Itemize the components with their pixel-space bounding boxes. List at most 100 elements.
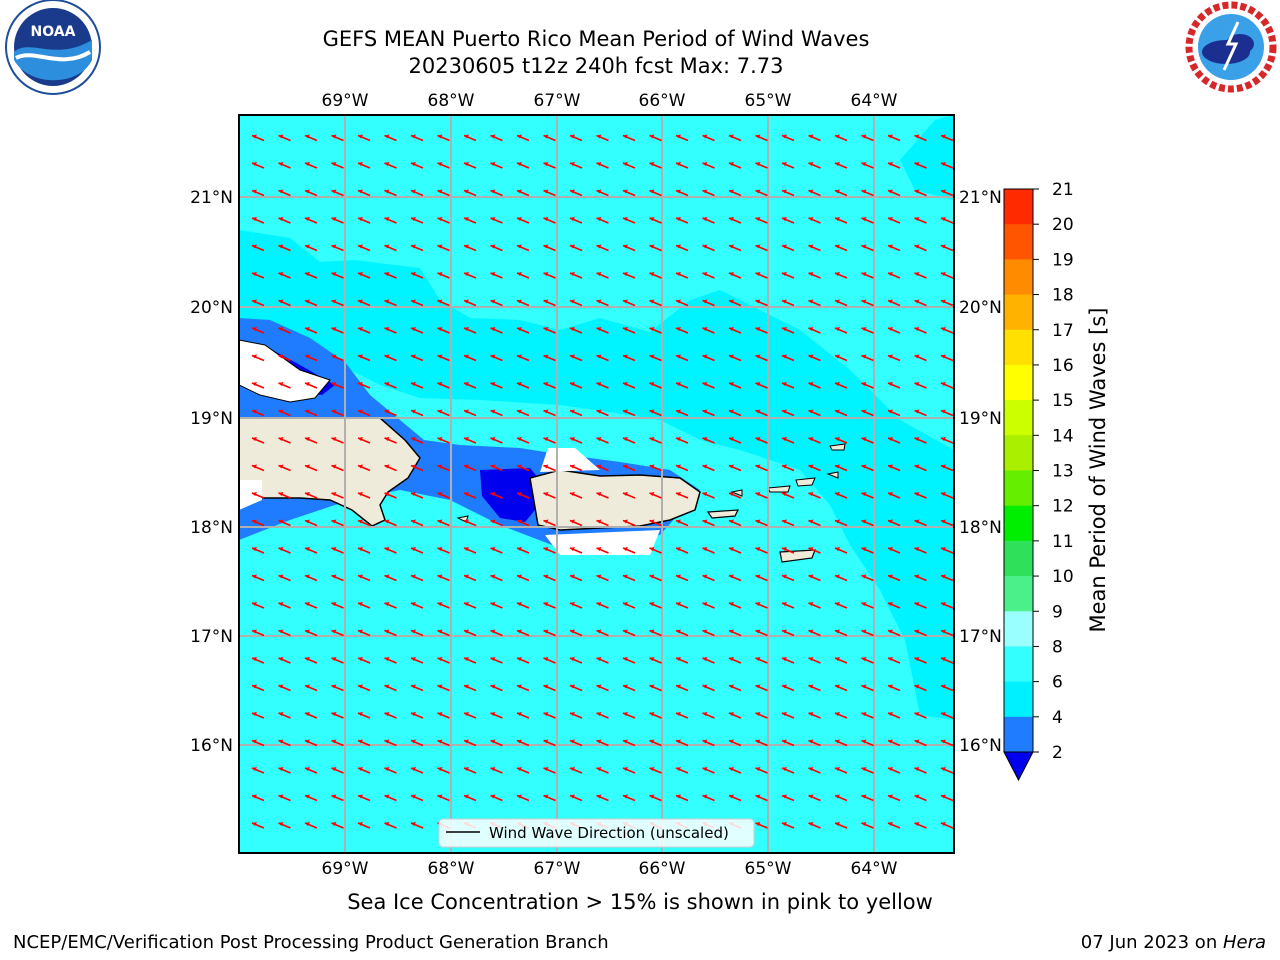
arrow-head	[437, 767, 443, 771]
arrow-head	[543, 354, 549, 359]
land-masses	[239, 339, 846, 563]
arrow-head	[543, 162, 549, 166]
arrow-head	[729, 629, 734, 634]
arrow-head	[411, 767, 416, 771]
arrow-head	[384, 409, 390, 414]
arrow-head	[437, 244, 443, 249]
arrow-head	[596, 767, 602, 771]
arrow-head	[702, 354, 708, 359]
arrow-head	[702, 492, 708, 496]
arrow-head	[464, 684, 469, 689]
arrow-head	[411, 162, 416, 166]
arrow-head	[702, 464, 708, 469]
arrow-head	[914, 464, 920, 469]
arrow-head	[835, 519, 840, 524]
lat-tick-right: 16°N	[959, 736, 1002, 756]
colorbar-tick-label: 9	[1052, 602, 1063, 622]
arrow-head	[941, 602, 946, 606]
arrow-head	[702, 272, 708, 276]
arrow-head	[702, 189, 708, 194]
arrow-head	[649, 409, 655, 414]
arrow-head	[437, 327, 443, 331]
arrow-head	[808, 767, 814, 771]
arrow-head	[517, 547, 522, 551]
arrow-head	[305, 272, 310, 276]
arrow-head	[384, 189, 390, 194]
arrow-head	[543, 409, 549, 414]
arrow-head	[861, 602, 867, 606]
arrow-head	[649, 299, 655, 304]
arrow-head	[782, 189, 787, 194]
arrow-head	[649, 794, 655, 799]
arrow-head	[888, 712, 893, 716]
arrow-head	[941, 327, 946, 331]
arrow-head	[596, 684, 602, 689]
arrow-head	[384, 217, 390, 221]
arrow-head	[914, 437, 920, 441]
arrow-head	[861, 134, 867, 139]
arrow-head	[252, 299, 257, 304]
arrow-head	[676, 327, 681, 331]
arrow-head	[676, 409, 681, 414]
arrow-head	[676, 217, 681, 221]
arrow-head	[517, 657, 522, 661]
arrow-head	[623, 684, 628, 689]
arrow-head	[331, 162, 337, 166]
arrow-head	[941, 519, 946, 524]
arrow-head	[782, 409, 787, 414]
arrow-head	[490, 354, 496, 359]
lon-tick-bottom: 65°W	[745, 859, 792, 879]
colorbar-tick-label: 2	[1052, 743, 1063, 763]
lat-tick-left: 18°N	[190, 518, 233, 538]
colorbar-segment	[1004, 681, 1033, 718]
arrow-head	[782, 299, 787, 304]
arrow-head	[596, 327, 602, 331]
arrow-head	[941, 794, 946, 799]
arrow-head	[384, 574, 390, 579]
arrow-head	[676, 657, 681, 661]
arrow-head	[808, 354, 814, 359]
arrow-head	[570, 464, 575, 469]
lon-tick-top: 64°W	[851, 91, 898, 111]
arrow-head	[517, 684, 522, 689]
arrow-head	[861, 657, 867, 661]
arrow-head	[305, 244, 310, 249]
lon-tick-bottom: 68°W	[428, 859, 475, 879]
arrow-head	[782, 354, 787, 359]
arrow-head	[411, 382, 416, 386]
footer-date: 07 Jun 2023 on Hera	[1081, 932, 1266, 953]
arrow-head	[278, 162, 284, 166]
arrow-legend: Wind Wave Direction (unscaled)	[438, 818, 755, 848]
footer-date-text: 07 Jun 2023 on	[1080, 932, 1223, 953]
arrow-head	[331, 327, 337, 331]
arrow-head	[278, 767, 284, 771]
arrow-head	[490, 492, 496, 496]
arrow-head	[411, 217, 416, 221]
arrow-head	[411, 437, 416, 441]
arrow-head	[941, 299, 946, 304]
arrow-head	[464, 657, 469, 661]
arrow-head	[278, 327, 284, 331]
arrow-head	[278, 244, 284, 249]
arrow-head	[331, 272, 337, 276]
arrow-head	[623, 382, 628, 386]
arrow-head	[888, 134, 893, 139]
arrow-head	[437, 134, 443, 139]
arrow-head	[702, 547, 708, 551]
arrow-head	[808, 794, 814, 799]
arrow-head	[331, 547, 337, 551]
arrow-head	[570, 794, 575, 799]
arrow-head	[517, 492, 522, 496]
arrow-head	[384, 244, 390, 249]
arrow-head	[755, 547, 761, 551]
arrow-head	[570, 492, 575, 496]
arrow-head	[888, 189, 893, 194]
arrow-head	[782, 134, 787, 139]
arrow-head	[914, 189, 920, 194]
colorbar-segment	[1004, 364, 1033, 401]
arrow-head	[676, 382, 681, 386]
arrow-head	[596, 354, 602, 359]
arrow-head	[729, 519, 734, 524]
arrow-head	[278, 409, 284, 414]
arrow-head	[464, 794, 469, 799]
